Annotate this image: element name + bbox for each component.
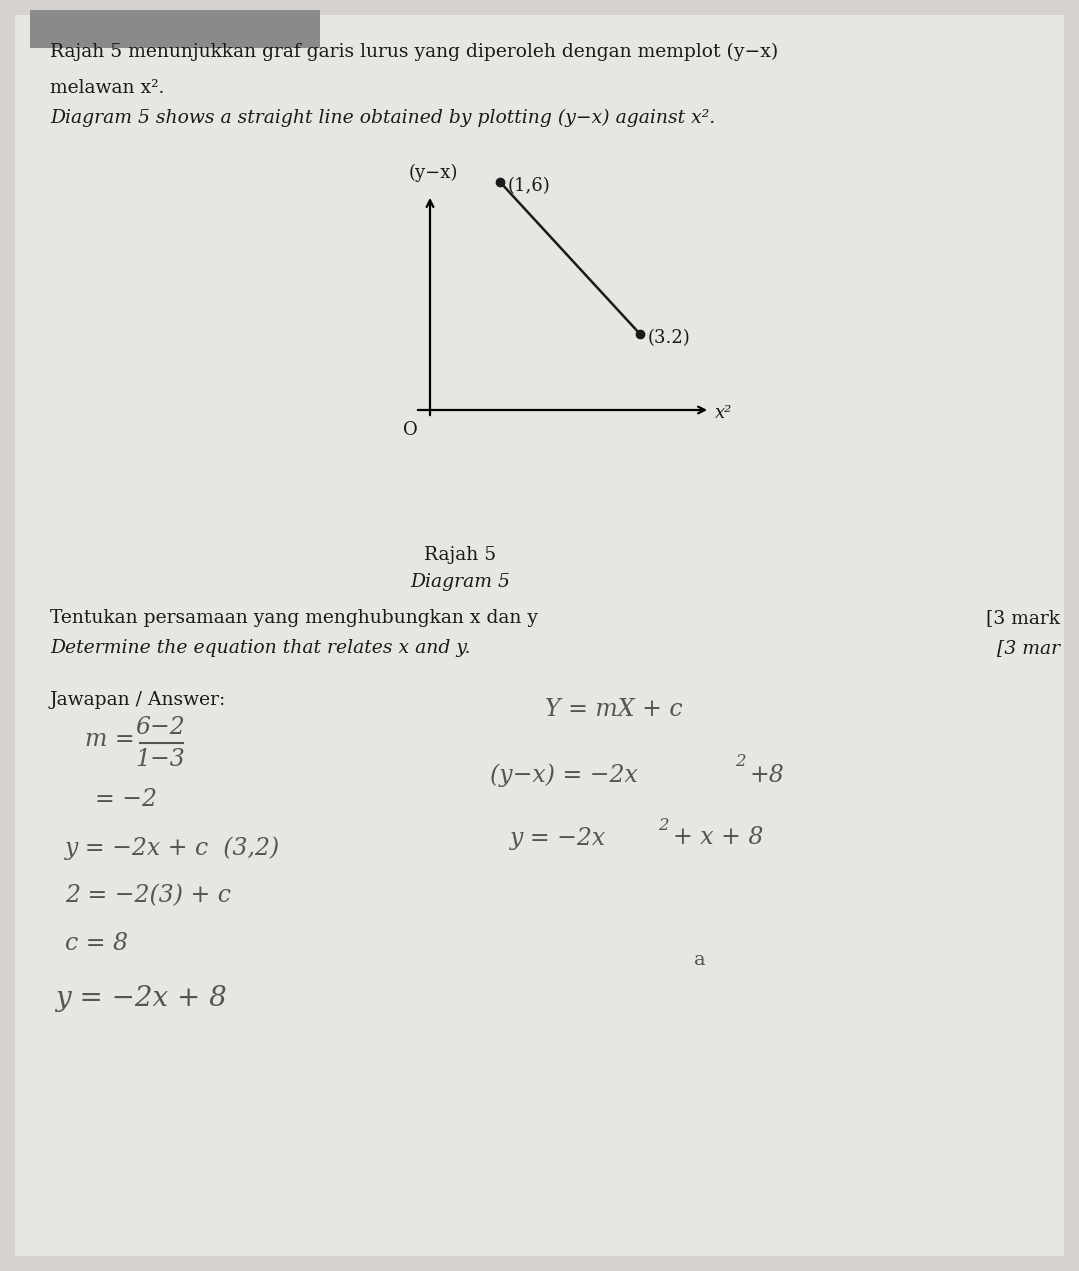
Text: [3 mark: [3 mark bbox=[986, 609, 1060, 627]
Text: Determine the equation that relates x and y.: Determine the equation that relates x an… bbox=[50, 639, 470, 657]
Text: 2: 2 bbox=[735, 754, 746, 770]
Text: (1,6): (1,6) bbox=[508, 177, 550, 194]
Text: 2 = −2(3) + c: 2 = −2(3) + c bbox=[65, 885, 231, 907]
Text: Y = mX + c: Y = mX + c bbox=[545, 699, 683, 722]
Text: y = −2x: y = −2x bbox=[510, 826, 606, 849]
Text: (y−x): (y−x) bbox=[408, 164, 457, 182]
Text: c = 8: c = 8 bbox=[65, 933, 128, 956]
Text: y = −2x + 8: y = −2x + 8 bbox=[55, 985, 227, 1012]
Text: 1−3: 1−3 bbox=[135, 749, 185, 771]
Text: (3.2): (3.2) bbox=[648, 329, 691, 347]
Text: x²: x² bbox=[715, 404, 733, 422]
Text: Rajah 5 menunjukkan graf garis lurus yang diperoleh dengan memplot (y−x): Rajah 5 menunjukkan graf garis lurus yan… bbox=[50, 43, 778, 61]
FancyBboxPatch shape bbox=[15, 15, 1064, 1256]
Text: 2: 2 bbox=[658, 816, 669, 834]
Text: Rajah 5: Rajah 5 bbox=[424, 547, 496, 564]
Text: (y−x) = −2x: (y−x) = −2x bbox=[490, 763, 638, 787]
Text: melawan x².: melawan x². bbox=[50, 79, 164, 97]
Text: Tentukan persamaan yang menghubungkan x dan y: Tentukan persamaan yang menghubungkan x … bbox=[50, 609, 538, 627]
Text: 6−2: 6−2 bbox=[135, 717, 185, 740]
Text: Diagram 5: Diagram 5 bbox=[410, 573, 510, 591]
Text: Jawapan / Answer:: Jawapan / Answer: bbox=[50, 691, 227, 709]
Text: O: O bbox=[402, 421, 418, 438]
Text: y = −2x + c  (3,2): y = −2x + c (3,2) bbox=[65, 836, 281, 859]
Text: a: a bbox=[694, 951, 706, 969]
FancyBboxPatch shape bbox=[30, 10, 320, 48]
Text: m =: m = bbox=[85, 728, 135, 751]
Text: Diagram 5 shows a straight line obtained by plotting (y−x) against x².: Diagram 5 shows a straight line obtained… bbox=[50, 109, 715, 127]
Text: +8: +8 bbox=[750, 764, 784, 787]
Text: + x + 8: + x + 8 bbox=[673, 826, 763, 849]
Text: [3 mar: [3 mar bbox=[997, 639, 1060, 657]
Text: = −2: = −2 bbox=[95, 788, 158, 811]
